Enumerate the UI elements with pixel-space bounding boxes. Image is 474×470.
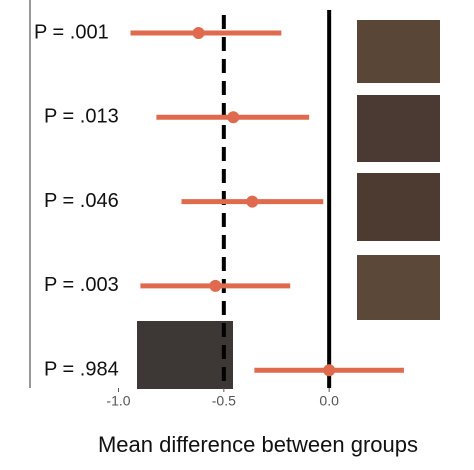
photo (357, 95, 440, 162)
row-label: P = .046 (44, 190, 119, 212)
photo (357, 20, 440, 83)
point (323, 364, 336, 377)
photo (137, 321, 233, 389)
row-label: P = .013 (44, 106, 119, 128)
x-tick-label: -1.0 (106, 393, 130, 409)
photos (137, 20, 440, 389)
photo (357, 255, 440, 320)
point (246, 195, 259, 208)
row-label: P = .984 (44, 358, 119, 380)
x-tick-label: -0.5 (212, 393, 236, 409)
photo (357, 173, 440, 241)
x-tick-label: 0.0 (319, 393, 339, 409)
point (192, 27, 205, 39)
x-axis-title: Mean difference between groups (98, 432, 418, 457)
point (227, 111, 240, 124)
row-label: P = .003 (44, 274, 119, 296)
point (209, 279, 222, 292)
row-label: P = .001 (34, 21, 109, 43)
